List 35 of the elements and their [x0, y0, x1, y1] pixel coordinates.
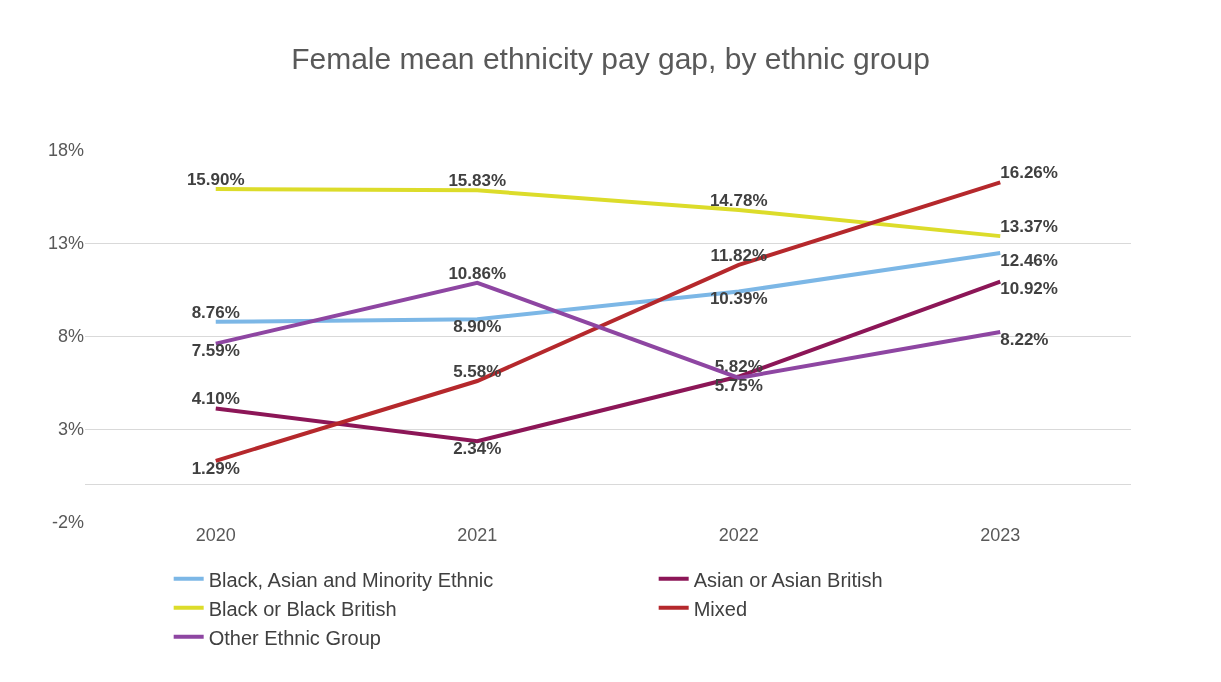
data-label: 10.92% [1000, 279, 1058, 299]
data-label: 1.29% [191, 458, 240, 478]
data-label: 13.37% [1000, 216, 1058, 236]
data-label: 4.10% [191, 389, 240, 409]
data-label: 16.26% [1000, 163, 1058, 183]
y-tick-label: 18% [47, 140, 84, 161]
line-series [213, 187, 1003, 239]
data-label: 15.90% [186, 169, 245, 189]
data-label: 10.86% [448, 263, 507, 283]
y-tick-label: -2% [51, 512, 84, 533]
data-label: 2.34% [453, 439, 502, 459]
data-label: 5.75% [714, 375, 763, 395]
legend-label: Mixed [693, 597, 748, 620]
data-label: 8.90% [453, 317, 502, 337]
y-tick-label: 8% [57, 326, 84, 347]
chart-title: Female mean ethnicity pay gap, by ethnic group [291, 41, 930, 75]
data-label: 8.22% [1000, 329, 1049, 349]
data-label: 15.83% [448, 171, 507, 191]
data-label: 12.46% [1000, 250, 1058, 270]
x-tick-label: 2020 [195, 525, 236, 545]
data-label: 7.59% [191, 341, 240, 361]
data-label: 11.82% [710, 245, 768, 265]
legend-label: Other Ethnic Group [208, 626, 381, 649]
data-label: 14.78% [709, 190, 768, 210]
x-tick-label: 2021 [457, 525, 498, 545]
x-tick-label: 2022 [718, 525, 759, 545]
x-tick-label: 2023 [980, 525, 1021, 545]
data-label: 5.58% [453, 361, 502, 381]
data-label: 10.39% [709, 289, 768, 309]
legend-label: Black, Asian and Minority Ethnic [208, 568, 494, 591]
y-tick-label: 13% [47, 233, 84, 254]
data-label: 8.76% [191, 302, 240, 322]
legend-label: Black or Black British [208, 597, 397, 620]
y-tick-label: 3% [57, 419, 84, 440]
legend-label: Asian or Asian British [693, 568, 883, 591]
